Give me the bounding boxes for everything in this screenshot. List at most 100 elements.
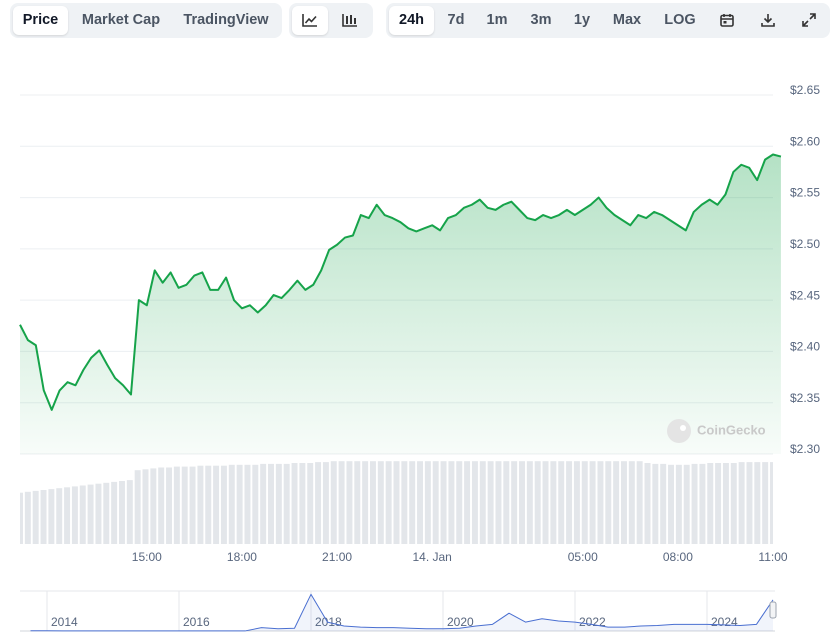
volume-bar xyxy=(315,462,322,544)
candle-icon xyxy=(342,14,357,27)
download-button[interactable] xyxy=(752,6,784,35)
volume-bar xyxy=(40,490,47,544)
range-button[interactable]: 3m xyxy=(530,12,552,28)
range-button[interactable]: 1m xyxy=(486,12,508,28)
fullscreen-icon xyxy=(802,13,816,27)
volume-bar xyxy=(56,488,63,544)
volume-bar xyxy=(338,461,345,544)
volume-bar xyxy=(275,463,282,544)
candle-chart-button[interactable] xyxy=(332,6,368,35)
volume-bar xyxy=(307,463,314,544)
y-tick-label: $2.35 xyxy=(790,391,820,405)
volume-bar xyxy=(668,464,675,544)
volume-bar xyxy=(409,461,416,544)
volume-bar xyxy=(424,461,431,544)
volume-bar xyxy=(197,465,204,544)
y-tick-label: $2.45 xyxy=(790,288,820,302)
y-tick-label: $2.40 xyxy=(790,340,820,354)
volume-bar xyxy=(291,463,298,544)
range-button[interactable]: Max xyxy=(612,12,642,28)
volume-bar xyxy=(24,491,31,544)
volume-bar xyxy=(644,463,651,544)
volume-bar xyxy=(613,461,620,544)
volume-bar xyxy=(770,462,773,544)
volume-bar xyxy=(479,461,486,544)
y-tick-label: $2.50 xyxy=(790,237,820,251)
line xyxy=(30,593,774,632)
line-chart-button[interactable] xyxy=(292,6,328,35)
volume-bar xyxy=(64,487,71,544)
volume-bar xyxy=(683,464,690,544)
view-button[interactable]: Market Cap xyxy=(81,12,161,28)
volume-bar xyxy=(550,461,557,544)
x-tick-label: 2020 xyxy=(447,615,474,629)
volume-bar xyxy=(228,464,235,544)
volume-bar xyxy=(526,461,533,544)
volume-bar xyxy=(283,463,290,544)
volume-bar xyxy=(503,461,510,544)
volume-bar xyxy=(142,469,149,544)
view-switch: Price Market Cap TradingView xyxy=(10,3,282,38)
volume-bar xyxy=(762,462,769,544)
volume-bar xyxy=(158,467,165,544)
volume-bar xyxy=(573,461,580,544)
volume-bar xyxy=(213,465,220,544)
volume-bar xyxy=(581,461,588,544)
volume-bar xyxy=(534,461,541,544)
fullscreen-button[interactable] xyxy=(793,6,825,35)
volume-bar xyxy=(322,462,329,544)
range-button[interactable]: 7d xyxy=(447,12,465,28)
range-button[interactable]: 24h xyxy=(389,6,434,35)
view-button[interactable]: Price xyxy=(13,6,68,35)
watermark-text: CoinGecko xyxy=(697,422,766,437)
volume-bar xyxy=(597,461,604,544)
y-tick-label: $2.55 xyxy=(790,186,820,200)
volume-bar xyxy=(134,470,141,544)
volume-bar xyxy=(111,481,118,544)
volume-bar xyxy=(71,486,78,544)
volume-bar xyxy=(299,463,306,544)
volume-bar xyxy=(558,461,565,544)
volume-bar xyxy=(150,468,157,544)
view-button[interactable]: TradingView xyxy=(183,12,269,28)
volume-bar xyxy=(519,461,525,544)
volume-bar xyxy=(675,464,682,544)
navigator-handle xyxy=(769,601,777,619)
line-icon xyxy=(302,14,317,27)
volume-bar xyxy=(20,492,23,544)
volume-bar xyxy=(652,463,659,544)
volume-bar xyxy=(448,461,455,544)
volume-bar xyxy=(691,463,698,544)
volume-bar xyxy=(487,461,494,544)
volume-bar xyxy=(542,461,549,544)
volume-bar xyxy=(636,461,643,544)
volume-bar xyxy=(354,461,361,544)
volume-bar xyxy=(173,466,180,544)
calendar-button[interactable] xyxy=(711,6,743,35)
volume-bar xyxy=(589,461,596,544)
volume-bar xyxy=(87,484,94,544)
volume-bar xyxy=(260,463,267,544)
x-tick-label: 08:00 xyxy=(663,550,693,564)
watermark-logo-eye xyxy=(680,425,686,431)
volume-bar xyxy=(738,462,745,544)
volume-bar xyxy=(495,461,502,544)
range-switch: 24h 7d 1m 3m 1y Max LOG xyxy=(386,3,830,38)
x-tick-label: 21:00 xyxy=(322,550,352,564)
calendar-icon xyxy=(720,14,734,27)
log-button[interactable]: LOG xyxy=(664,12,696,28)
range-button[interactable]: 1y xyxy=(573,12,591,28)
volume-bar xyxy=(620,461,627,544)
volume-bar xyxy=(660,463,667,544)
y-tick-label: $2.65 xyxy=(790,83,820,97)
volume-bar xyxy=(118,481,125,544)
volume-bar xyxy=(566,461,573,544)
x-tick-label: 15:00 xyxy=(132,550,162,564)
volume-bar xyxy=(236,464,243,544)
y-tick-label: $2.30 xyxy=(790,442,820,456)
volume-bar xyxy=(440,461,447,544)
volume-bar xyxy=(511,461,518,544)
chart-style-switch xyxy=(289,3,373,38)
